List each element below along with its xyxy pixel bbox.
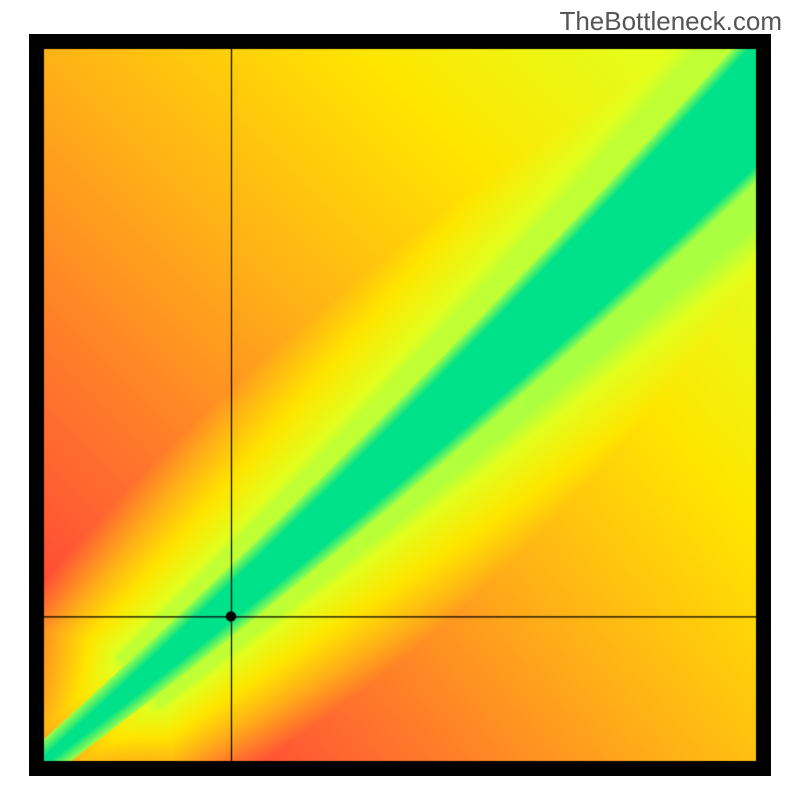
plot-frame xyxy=(29,34,771,776)
watermark-text: TheBottleneck.com xyxy=(559,6,782,37)
bottleneck-heatmap xyxy=(29,34,771,776)
chart-container: TheBottleneck.com xyxy=(0,0,800,800)
